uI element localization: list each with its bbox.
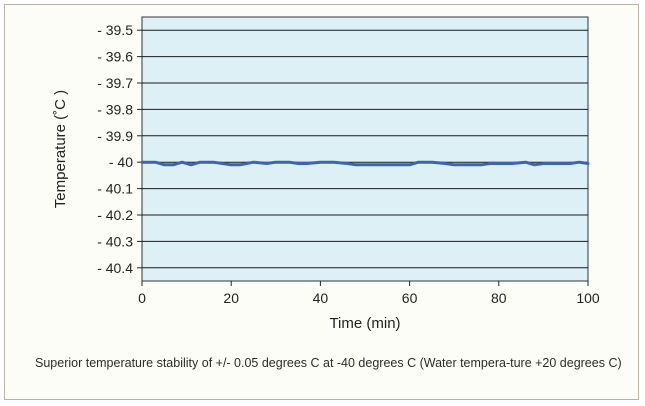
y-tick-label: - 39.8 xyxy=(97,101,133,117)
y-tick-label: - 39.9 xyxy=(97,128,133,144)
x-axis-label: Time (min) xyxy=(329,315,400,332)
x-tick-label: 100 xyxy=(576,290,600,306)
plot-area xyxy=(141,16,589,282)
x-tick-label: 0 xyxy=(138,290,146,306)
x-tick-label: 80 xyxy=(491,290,507,306)
y-tick-label: - 39.5 xyxy=(97,22,133,38)
x-tick-label: 20 xyxy=(223,290,239,306)
x-axis-ticks: 0 20 40 60 80 100 xyxy=(138,281,600,306)
y-tick-label: - 40.3 xyxy=(97,233,133,249)
x-tick-label: 60 xyxy=(402,290,418,306)
y-tick-label: - 39.7 xyxy=(97,75,133,91)
y-tick-label: - 40.1 xyxy=(97,181,133,197)
y-axis-label: Temperature (˚C ) xyxy=(52,90,69,208)
y-tick-label: - 40 xyxy=(109,154,133,170)
figure-caption: Superior temperature stability of +/- 0.… xyxy=(35,356,622,370)
series-line xyxy=(140,160,590,167)
figure-frame: - 39.5 - 39.6 - 39.7 - 39.8 - 39.9 - 40 - 40.1… xyxy=(4,4,639,400)
y-tick-label: - 40.2 xyxy=(97,207,133,223)
x-tick-label: 40 xyxy=(313,290,329,306)
y-tick-label: - 39.6 xyxy=(97,49,133,65)
y-tick-label: - 40.4 xyxy=(97,260,133,276)
series-group xyxy=(140,160,590,167)
temperature-chart: - 39.5 - 39.6 - 39.7 - 39.8 - 39.9 - 40 - 40.1… xyxy=(52,16,600,332)
y-axis-ticks: - 39.5 - 39.6 - 39.7 - 39.8 - 39.9 - 40 - 40.1… xyxy=(97,22,142,276)
